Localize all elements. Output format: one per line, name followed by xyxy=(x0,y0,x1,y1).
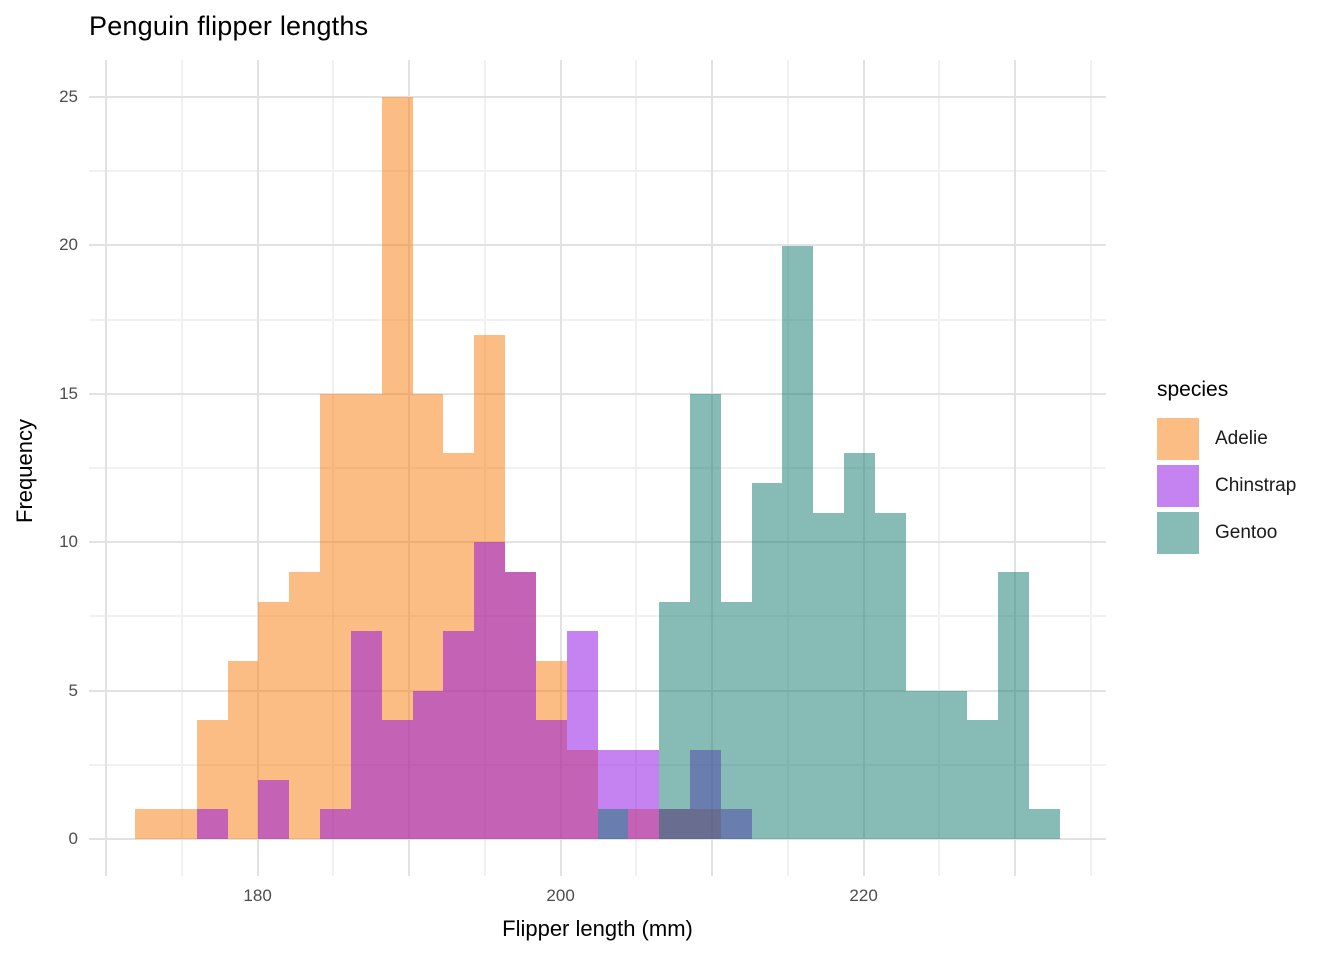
histogram-bar-gentoo xyxy=(598,809,628,839)
y-tick-label: 25 xyxy=(59,87,78,107)
gridline-y-major xyxy=(89,541,1106,544)
histogram-bar-chinstrap xyxy=(351,631,382,839)
histogram-bar-gentoo xyxy=(752,483,782,839)
histogram-bar-adelie xyxy=(228,661,258,839)
x-tick-label: 200 xyxy=(546,886,575,905)
histogram-bar-chinstrap xyxy=(197,809,228,839)
x-tick-label: 220 xyxy=(849,886,878,905)
y-tick-label: 5 xyxy=(68,680,78,700)
chart-panel xyxy=(89,60,1106,876)
y-axis-title: Frequency xyxy=(12,419,37,523)
gridline-x-minor xyxy=(938,60,941,876)
legend-key-swatch xyxy=(1157,465,1199,507)
histogram-bar-chinstrap xyxy=(628,750,659,839)
gridline-x-minor xyxy=(635,60,638,876)
histogram-bar-gentoo xyxy=(937,691,967,839)
y-tick-label: 10 xyxy=(59,532,78,552)
gridline-y-major xyxy=(89,244,1106,247)
legend-label: Adelie xyxy=(1215,428,1268,449)
histogram-bar-chinstrap xyxy=(474,542,505,839)
legend-label: Chinstrap xyxy=(1215,475,1297,496)
histogram-bar-gentoo xyxy=(659,602,690,839)
y-tick-label: 20 xyxy=(59,235,78,255)
legend-item-gentoo: Gentoo xyxy=(1157,512,1296,554)
gridline-x-major xyxy=(559,60,562,876)
x-axis-title: Flipper length (mm) xyxy=(502,916,693,941)
histogram-bar-chinstrap xyxy=(567,631,598,839)
y-tick-label: 0 xyxy=(68,828,78,848)
gridline-x-major xyxy=(1014,60,1017,876)
legend-title: species xyxy=(1157,378,1229,401)
legend-item-adelie: Adelie xyxy=(1157,418,1296,460)
histogram-bar-chinstrap xyxy=(320,809,351,839)
histogram-bar-adelie xyxy=(382,97,413,839)
gridline-x-major xyxy=(105,60,108,876)
histogram-bar-gentoo xyxy=(813,513,844,839)
histogram-bar-chinstrap xyxy=(505,572,536,839)
legend-label: Gentoo xyxy=(1215,522,1278,543)
histogram-bar-chinstrap xyxy=(258,780,289,839)
legend-items: Adelie Chinstrap Gentoo xyxy=(1157,418,1296,554)
histogram-bar-adelie xyxy=(320,394,351,839)
gridline-y-major xyxy=(89,96,1106,99)
gridline-y-minor xyxy=(89,615,1106,618)
histogram-bar-gentoo xyxy=(721,602,752,839)
gridline-y-major xyxy=(89,392,1106,395)
gridline-y-minor xyxy=(89,170,1106,173)
histogram-bar-gentoo xyxy=(844,453,875,839)
legend: species Adelie Chinstrap Gentoo xyxy=(1157,378,1296,559)
gridline-x-major xyxy=(256,60,259,876)
legend-key-swatch xyxy=(1157,418,1199,460)
histogram-bar-adelie xyxy=(166,809,197,839)
histogram-bar-gentoo xyxy=(906,691,937,839)
histogram-bar-gentoo xyxy=(782,246,813,839)
histogram-bar-chinstrap xyxy=(443,631,474,839)
histogram-bar-adelie xyxy=(289,572,320,839)
histogram-bar-adelie xyxy=(135,809,166,839)
histogram-bar-gentoo xyxy=(690,394,721,839)
legend-key-swatch xyxy=(1157,512,1199,554)
histogram-bar-chinstrap xyxy=(413,691,443,839)
gridline-y-minor xyxy=(89,467,1106,469)
histogram-bar-gentoo xyxy=(967,720,998,839)
gridline-x-minor xyxy=(180,60,183,876)
histogram-bar-gentoo xyxy=(998,572,1029,839)
histogram-bar-chinstrap xyxy=(382,720,413,839)
chart-title: Penguin flipper lengths xyxy=(89,11,369,41)
legend-item-chinstrap: Chinstrap xyxy=(1157,465,1296,507)
x-tick-label: 180 xyxy=(243,886,272,905)
histogram-bar-gentoo xyxy=(875,513,906,839)
y-tick-label: 15 xyxy=(59,383,78,403)
layer-gentoo xyxy=(89,60,1106,876)
gridline-x-minor xyxy=(1089,60,1092,876)
histogram-bar-gentoo xyxy=(1029,809,1060,839)
gridline-y-minor xyxy=(89,318,1106,321)
histogram-bar-chinstrap xyxy=(536,720,567,839)
